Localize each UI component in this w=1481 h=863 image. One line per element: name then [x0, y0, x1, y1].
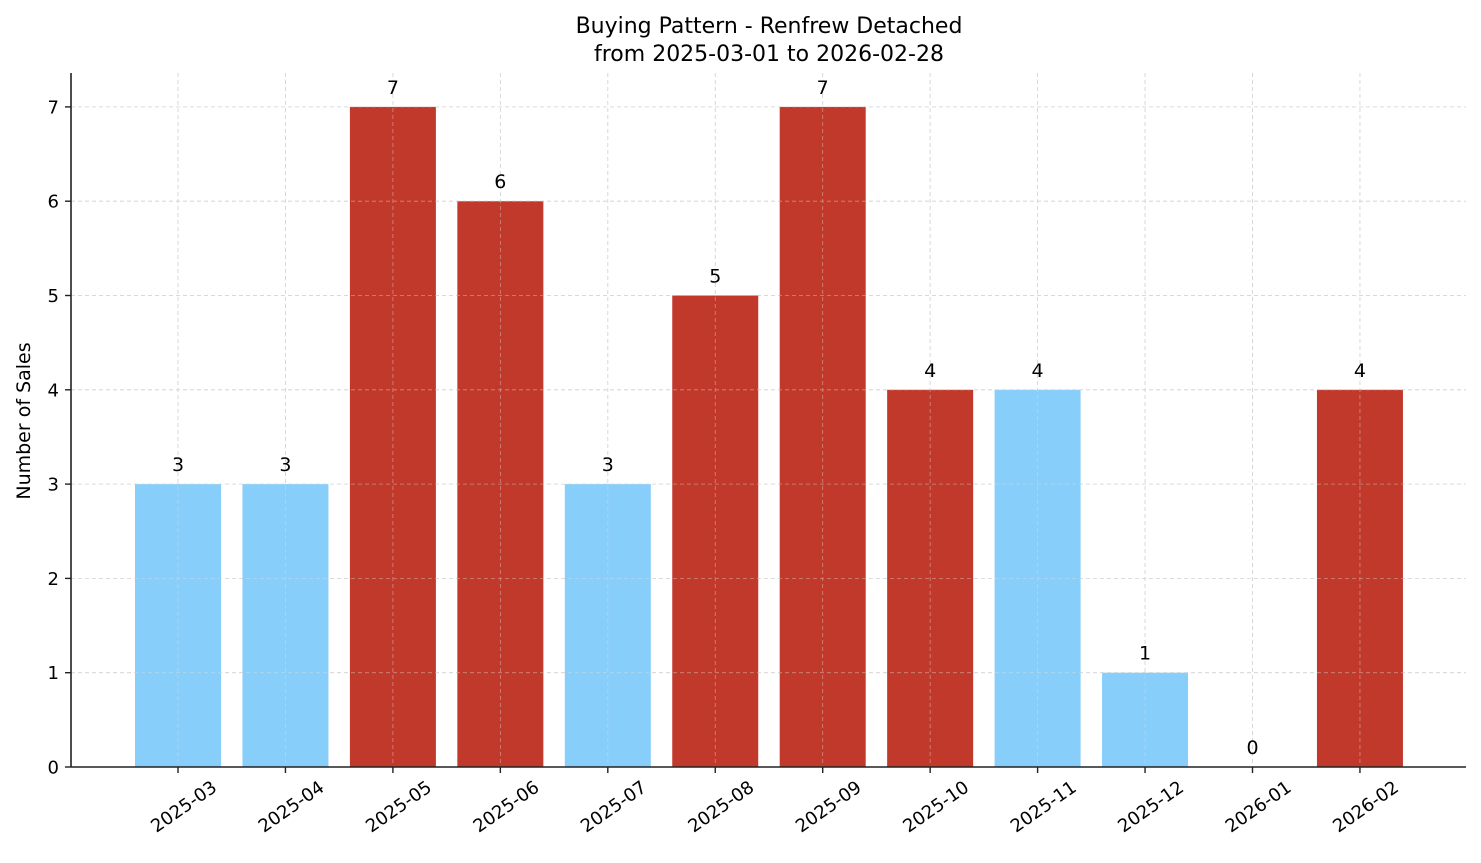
data-label: 1	[1139, 643, 1151, 665]
y-tick-label: 3	[48, 475, 59, 496]
data-label: 7	[817, 77, 829, 99]
x-tick-label: 2025-12	[1114, 777, 1188, 837]
x-tick-label: 2025-10	[899, 777, 973, 837]
x-axis-ticks: 2025-03 2025-04 2025-05 2025-06 2025-07 2025-…	[147, 767, 1403, 837]
x-tick-label: 2025-09	[792, 777, 866, 837]
chart-title: Buying Pattern - Renfrew Detached	[576, 14, 963, 39]
x-tick-label: 2025-06	[470, 777, 544, 837]
x-tick-label: 2025-07	[577, 777, 651, 837]
x-tick-label: 2025-03	[147, 777, 221, 837]
data-label: 7	[387, 77, 399, 99]
grid-overlay	[71, 73, 1466, 767]
data-label: 3	[172, 454, 184, 476]
y-tick-label: 2	[48, 569, 59, 590]
data-label: 3	[602, 454, 614, 476]
x-tick-label: 2025-11	[1007, 777, 1081, 837]
bar-series	[71, 73, 1466, 767]
data-label: 5	[709, 266, 721, 288]
data-label: 4	[1032, 360, 1044, 382]
x-tick-label: 2025-04	[255, 777, 329, 837]
y-axis-ticks: 0 1 2 3 4 5 6 7	[48, 97, 71, 779]
y-tick-label: 4	[48, 380, 59, 401]
x-tick-label: 2026-01	[1222, 777, 1296, 837]
y-tick-label: 6	[48, 192, 59, 213]
y-tick-label: 5	[48, 286, 59, 307]
axes	[70, 73, 1466, 768]
y-axis-label: Number of Sales	[13, 342, 35, 499]
x-tick-label: 2025-08	[684, 777, 758, 837]
y-tick-label: 7	[48, 97, 59, 118]
x-tick-label: 2025-05	[362, 777, 436, 837]
data-label: 3	[279, 454, 291, 476]
y-tick-label: 1	[48, 663, 59, 684]
data-label: 6	[494, 171, 506, 193]
data-label: 4	[924, 360, 936, 382]
data-label: 4	[1354, 360, 1366, 382]
chart-subtitle: from 2025-03-01 to 2026-02-28	[594, 42, 944, 67]
y-tick-label: 0	[48, 758, 59, 779]
bar-2025-09	[779, 106, 866, 767]
data-labels: 3 3 7 6 3 5 7 4 4 1 0 4	[172, 77, 1366, 759]
x-tick-label: 2026-02	[1329, 777, 1403, 837]
data-label: 0	[1246, 737, 1258, 759]
bar-2025-05	[349, 106, 436, 767]
